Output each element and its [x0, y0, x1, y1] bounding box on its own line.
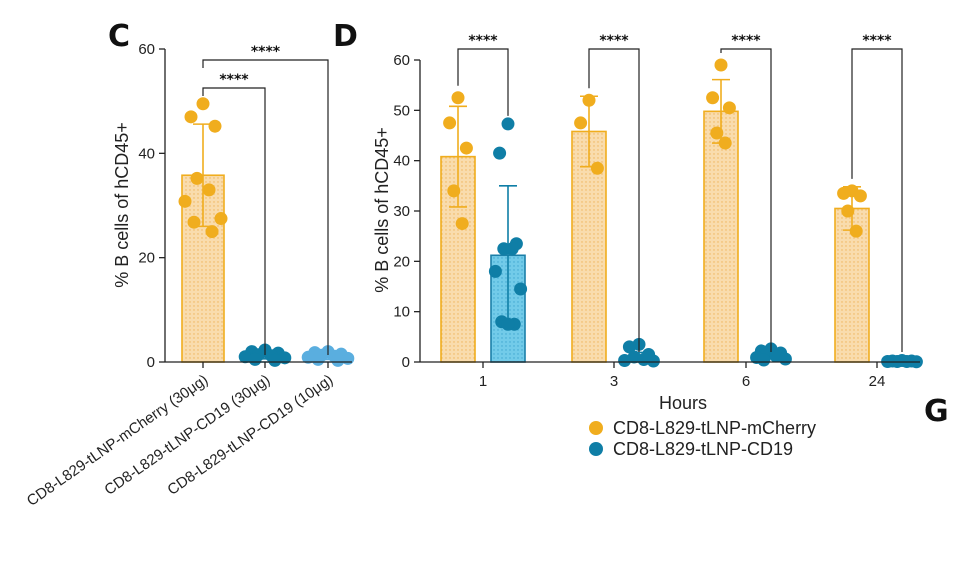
panel-d-ytick-label: 40: [393, 153, 410, 170]
panel-c-data-point: [187, 215, 201, 229]
panel-c-data-point: [214, 212, 228, 226]
panel-d-data-point: [501, 317, 515, 331]
panel-d-data-point: [618, 353, 632, 367]
panel-c-data-point: [184, 110, 198, 124]
legend-label-cd19: CD8-L829-tLNP-CD19: [613, 439, 793, 459]
panel-d-data-point: [778, 352, 792, 366]
panel-d-data-point: [714, 58, 728, 72]
panel-d-ytick-label: 20: [393, 253, 410, 270]
panel-d-chart: % B cells of hCD45+ **** **** **** **** 0 10…: [372, 33, 923, 413]
panel-c-ytick-label: 20: [138, 250, 155, 267]
legend-marker-mcherry: [589, 421, 603, 435]
panel-d-significance-label: ****: [468, 33, 498, 49]
panel-d-data-point: [451, 91, 465, 105]
panel-d-significance-label: ****: [862, 33, 892, 49]
panel-d-data-point: [841, 204, 855, 218]
panel-d-xtick-label: 6: [742, 373, 750, 390]
panel-c-data-point: [238, 350, 252, 364]
panel-c-significance-bracket: [202, 59, 329, 355]
panel-d-data-point: [718, 136, 732, 150]
panel-d-ytick-label: 50: [393, 102, 410, 119]
panel-d-data-point: [455, 217, 469, 231]
panel-c-data-point: [205, 225, 219, 239]
panel-d-xtick-label: 1: [479, 373, 487, 390]
panel-d-data-point: [637, 352, 651, 366]
panel-c-data-point: [331, 353, 345, 367]
panel-d-data-point: [443, 116, 457, 130]
panel-c-data-point: [248, 352, 262, 366]
panel-c-chart: % B cells of hCD45+ ******** 0204060CD8-…: [24, 41, 355, 510]
panel-c-data-point: [178, 194, 192, 208]
panel-d-data-point: [849, 224, 863, 238]
panel-d-data-point: [590, 161, 604, 175]
panel-d-data-point: [722, 101, 736, 115]
panel-d-data-point: [837, 186, 851, 200]
panel-d-data-point: [505, 242, 519, 256]
panel-c-data-point: [278, 351, 292, 365]
panel-d-data-point: [447, 184, 461, 198]
panel-d-data-point: [710, 126, 724, 140]
legend-label-mcherry: CD8-L829-tLNP-mCherry: [613, 418, 816, 438]
panel-c-data-point: [190, 171, 204, 185]
panel-d-ytick-label: 10: [393, 304, 410, 321]
panel-d-significance-bracket: [588, 48, 640, 352]
panel-c-data-point: [311, 352, 325, 366]
panel-d-data-point: [582, 93, 596, 107]
panel-c-ytick-label: 40: [138, 145, 155, 162]
panel-d-data-point: [757, 353, 771, 367]
panel-d-data-point: [501, 117, 515, 131]
panel-d-data-point: [706, 91, 720, 105]
panel-c-ytick-label: 60: [138, 41, 155, 58]
panel-c-data-point: [301, 350, 315, 364]
panel-c-ytick-label: 0: [147, 354, 155, 371]
panel-d-bar: [703, 110, 739, 363]
panel-d-significance-bracket: [851, 48, 903, 352]
panel-d-data-point: [514, 282, 528, 296]
panel-d-data-point: [622, 340, 636, 354]
panel-d-ytick-label: 60: [393, 52, 410, 69]
panel-c-ylabel: % B cells of hCD45+: [112, 122, 132, 288]
panel-letter-g: G: [924, 394, 949, 429]
legend-marker-cd19: [589, 442, 603, 456]
panel-d-data-point: [493, 146, 507, 160]
panel-d-significance-label: ****: [599, 33, 629, 49]
panel-c-data-point: [208, 119, 222, 133]
panel-d-data-point: [574, 116, 588, 130]
panel-c-significance-label: ****: [219, 72, 249, 88]
panel-c-data-point: [196, 97, 210, 111]
panel-letter-c: C: [108, 19, 130, 54]
panel-d-xtick-label: 24: [869, 373, 886, 390]
panel-d-data-point: [488, 264, 502, 278]
panel-d-significance-bracket: [720, 48, 772, 352]
panel-d-ylabel: % B cells of hCD45+: [372, 127, 392, 293]
panel-d-ytick-label: 0: [402, 354, 410, 371]
panel-d-significance-label: ****: [731, 33, 761, 49]
panel-c-data-point: [202, 183, 216, 197]
panel-d-xlabel: Hours: [659, 393, 707, 413]
panel-d-ytick-label: 30: [393, 203, 410, 220]
panel-c-data-point: [268, 353, 282, 367]
panel-letter-d: D: [333, 19, 358, 54]
panel-d-data-point: [646, 354, 660, 368]
panel-c-significance-bracket: [202, 87, 266, 355]
panel-c-significance-label: ****: [251, 44, 281, 60]
panel-d-significance-bracket: [457, 48, 509, 116]
panel-d-xtick-label: 3: [610, 373, 618, 390]
panel-d-data-point: [459, 141, 473, 155]
legend: CD8-L829-tLNP-mCherry CD8-L829-tLNP-CD19: [589, 418, 816, 459]
panel-d-data-point: [853, 189, 867, 203]
